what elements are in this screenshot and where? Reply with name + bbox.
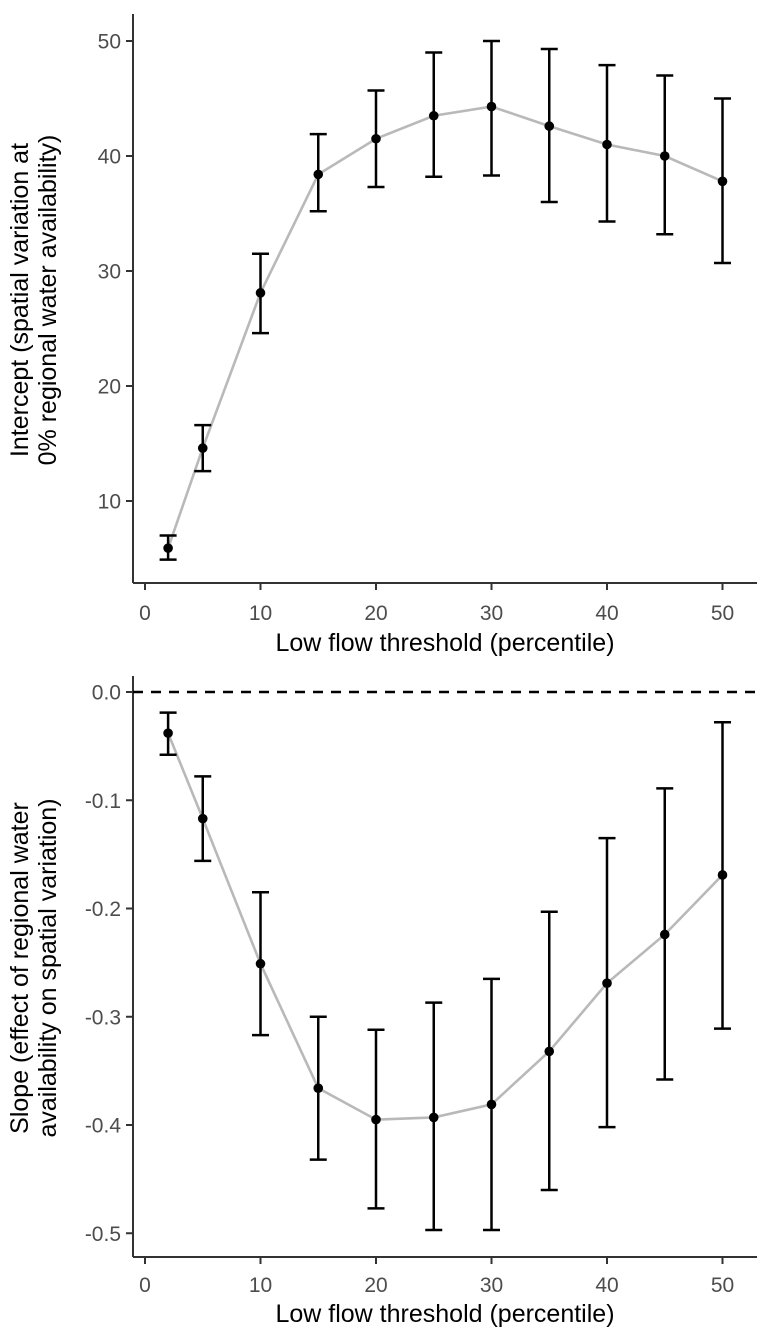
slope-y-axis-title-line2: availability on spatial variation) [34, 798, 62, 1137]
x-tick-label: 50 [711, 602, 734, 625]
data-point [602, 978, 612, 988]
trend-line [166, 732, 724, 1121]
data-point [163, 543, 173, 553]
data-point [486, 101, 497, 112]
y-tick-label: -0.4 [85, 1115, 122, 1138]
intercept-y-axis-title-line1: Intercept (spatial variation at [6, 143, 34, 457]
x-tick-label: 40 [595, 602, 618, 625]
slope-x-axis-title: Low flow threshold (percentile) [275, 1300, 614, 1328]
data-point [544, 121, 555, 131]
y-tick-label: 20 [98, 376, 121, 399]
x-tick-label: 10 [249, 1274, 272, 1297]
y-tick-label: 30 [98, 261, 121, 284]
data-point [371, 133, 381, 144]
trend-line [166, 105, 724, 549]
data-point [717, 176, 728, 187]
x-tick-label: 50 [711, 1274, 734, 1297]
data-point [313, 169, 324, 180]
y-tick-label: -0.3 [85, 1006, 121, 1029]
slope-chart: 0.0 -0.1 -0.2 -0.3 -0.4 -0.5 0 10 20 30 40 50 [85, 676, 757, 1297]
x-tick-label: 20 [364, 1274, 387, 1297]
data-point [428, 110, 439, 121]
y-tick-label: -0.2 [85, 898, 121, 921]
data-point [197, 443, 208, 453]
x-tick-label: 20 [364, 602, 387, 625]
data-point [659, 151, 670, 161]
data-point [255, 288, 266, 298]
data-point [197, 813, 208, 824]
intercept-y-axis-title-line2: 0% regional water availability) [34, 135, 62, 466]
data-point [717, 870, 728, 880]
x-tick-label: 0 [139, 1274, 151, 1297]
data-point [255, 958, 266, 969]
y-tick-label: 10 [98, 491, 121, 514]
data-point [313, 1083, 324, 1093]
y-tick-label: 40 [98, 146, 121, 169]
x-tick-label: 40 [595, 1274, 618, 1297]
data-point [659, 929, 670, 940]
y-tick-label: 0.0 [92, 682, 121, 705]
y-tick-label: 50 [98, 31, 121, 54]
data-point [371, 1114, 381, 1125]
data-point [486, 1099, 497, 1110]
intercept-x-axis-title: Low flow threshold (percentile) [275, 629, 614, 657]
x-tick-label: 0 [139, 602, 151, 625]
y-tick-label: -0.1 [85, 790, 121, 813]
data-point [163, 728, 173, 738]
intercept-chart: 10 20 30 40 50 0 10 20 30 40 50 [98, 14, 757, 625]
x-tick-label: 30 [480, 602, 503, 625]
x-tick-label: 30 [480, 1274, 503, 1297]
slope-y-axis-title-line1: Slope (effect of regional water [6, 802, 34, 1134]
y-tick-label: -0.5 [85, 1223, 121, 1246]
x-tick-label: 10 [249, 602, 272, 625]
data-point [544, 1046, 555, 1057]
data-point [428, 1112, 439, 1123]
data-point [602, 139, 612, 150]
